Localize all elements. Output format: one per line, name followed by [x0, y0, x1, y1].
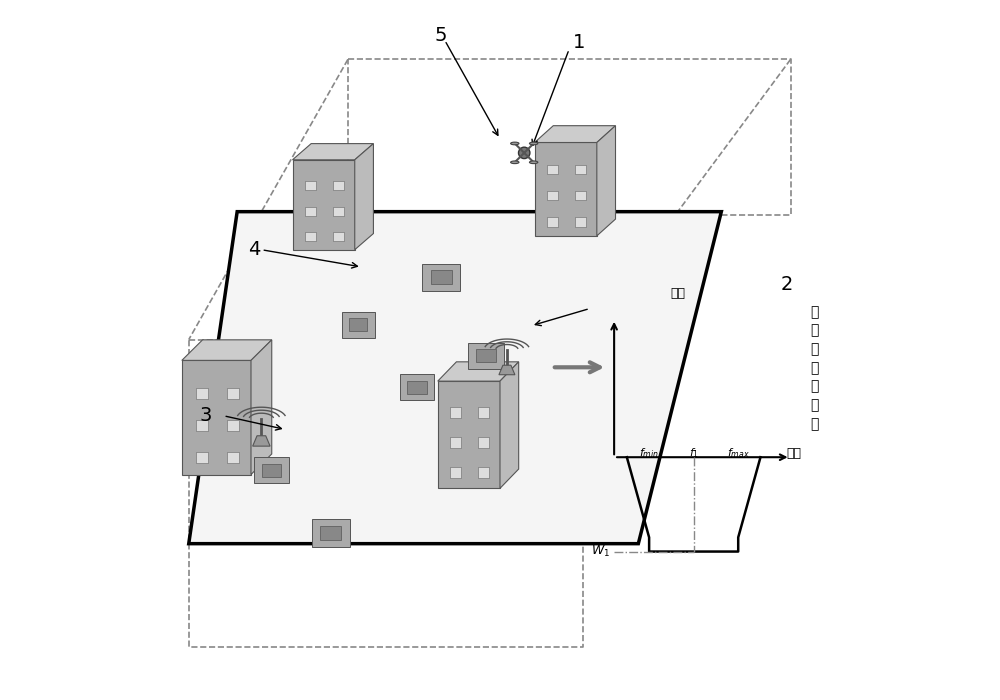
Polygon shape: [535, 126, 616, 143]
Bar: [254, 457, 289, 484]
Bar: [305, 232, 316, 241]
Bar: [476, 349, 496, 363]
Bar: [342, 312, 375, 337]
Text: 4: 4: [248, 240, 261, 259]
Bar: [450, 467, 461, 477]
Text: $f_{max}$: $f_{max}$: [727, 446, 750, 460]
Text: 1: 1: [573, 33, 586, 52]
Text: 功率: 功率: [670, 286, 685, 300]
Text: 3: 3: [200, 406, 212, 425]
Bar: [478, 467, 489, 477]
Text: 度: 度: [811, 379, 819, 393]
Bar: [450, 407, 461, 418]
Text: $W_1$: $W_1$: [591, 544, 610, 559]
Polygon shape: [251, 340, 272, 475]
Bar: [196, 388, 208, 399]
Bar: [333, 232, 344, 241]
Text: 频率: 频率: [786, 447, 801, 460]
Polygon shape: [182, 340, 272, 360]
Bar: [431, 270, 452, 284]
Text: $f_{min}$: $f_{min}$: [639, 446, 659, 460]
Text: 率: 率: [811, 323, 819, 337]
Text: 2: 2: [781, 275, 793, 294]
Bar: [468, 343, 504, 369]
Bar: [407, 381, 427, 394]
Bar: [227, 452, 239, 463]
Polygon shape: [438, 362, 519, 381]
Bar: [333, 206, 344, 216]
Bar: [196, 420, 208, 431]
Bar: [305, 181, 316, 190]
Polygon shape: [597, 126, 616, 236]
Bar: [547, 217, 558, 227]
Bar: [575, 165, 586, 174]
Polygon shape: [499, 365, 515, 375]
Bar: [312, 519, 350, 547]
Bar: [547, 165, 558, 174]
Bar: [575, 191, 586, 200]
Bar: [305, 206, 316, 216]
Bar: [293, 160, 355, 250]
Text: 功: 功: [811, 305, 819, 319]
Text: 5: 5: [435, 26, 447, 45]
Circle shape: [519, 147, 530, 159]
Bar: [575, 217, 586, 227]
Bar: [196, 452, 208, 463]
Polygon shape: [189, 211, 721, 544]
Bar: [227, 388, 239, 399]
Bar: [422, 263, 460, 291]
Polygon shape: [293, 144, 373, 160]
Polygon shape: [355, 144, 373, 250]
Text: $f_1$: $f_1$: [689, 446, 699, 460]
Text: 谱: 谱: [811, 342, 819, 356]
Ellipse shape: [511, 142, 519, 145]
Bar: [535, 143, 597, 236]
Ellipse shape: [529, 161, 538, 164]
Bar: [333, 181, 344, 190]
Text: 例: 例: [811, 417, 819, 431]
Ellipse shape: [529, 142, 538, 145]
Polygon shape: [500, 362, 519, 489]
Bar: [227, 420, 239, 431]
Bar: [478, 407, 489, 418]
Bar: [262, 464, 281, 477]
Bar: [438, 381, 500, 489]
Bar: [182, 360, 251, 475]
Bar: [349, 318, 367, 331]
Ellipse shape: [511, 161, 519, 164]
Bar: [478, 437, 489, 447]
Bar: [450, 437, 461, 447]
Text: 密: 密: [811, 361, 819, 375]
Bar: [320, 526, 341, 540]
Text: 示: 示: [811, 398, 819, 412]
Bar: [547, 191, 558, 200]
Bar: [400, 374, 434, 400]
Polygon shape: [253, 436, 270, 446]
